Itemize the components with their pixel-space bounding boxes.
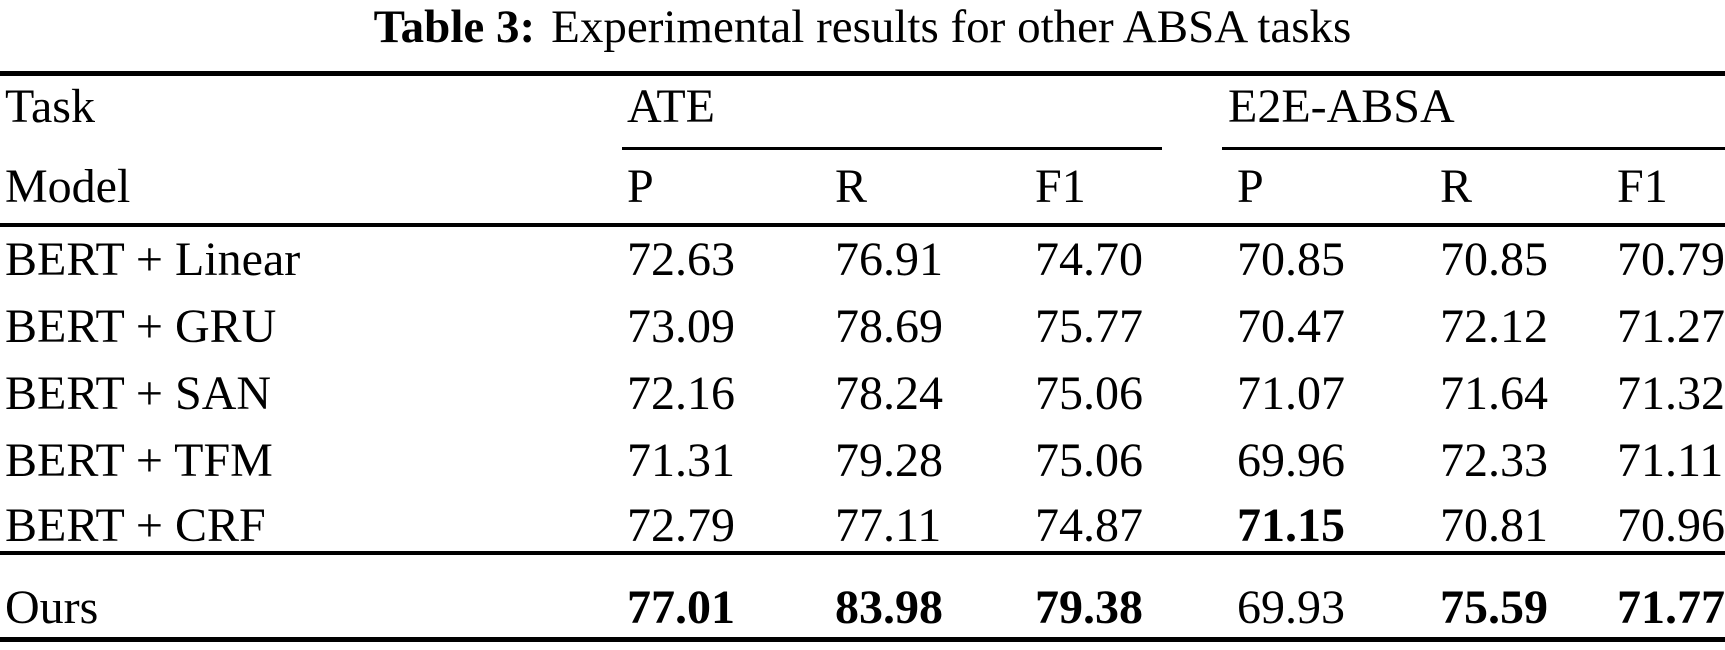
e2e-r-value: 70.81 — [1440, 499, 1548, 552]
ate-p-value: 77.01 — [627, 581, 735, 634]
ate-f1-value: 74.87 — [1035, 499, 1143, 552]
ate-f1-value: 75.77 — [1035, 300, 1143, 353]
ate-p-value: 72.16 — [627, 367, 735, 420]
model-name: BERT + SAN — [5, 367, 272, 420]
header-row-metrics: Model P R F1 P R F1 — [0, 163, 1725, 215]
ate-r-value: 83.98 — [835, 581, 943, 634]
ate-r-value: 78.24 — [835, 367, 943, 420]
e2e-p-value: 71.07 — [1237, 367, 1345, 420]
header-task: Task — [5, 80, 95, 133]
header-ate-p: P — [627, 160, 654, 213]
table-row: BERT + SAN 72.16 78.24 75.06 71.07 71.64… — [0, 370, 1725, 422]
ate-p-value: 72.63 — [627, 233, 735, 286]
ate-p-value: 73.09 — [627, 300, 735, 353]
header-e2e-f1: F1 — [1617, 160, 1668, 213]
ate-f1-value: 75.06 — [1035, 434, 1143, 487]
header-e2e-r: R — [1440, 160, 1473, 213]
table-caption: Table 3: Experimental results for other A… — [0, 4, 1725, 51]
ate-r-value: 79.28 — [835, 434, 943, 487]
ate-f1-value: 79.38 — [1035, 581, 1143, 634]
e2e-r-value: 72.33 — [1440, 434, 1548, 487]
top-rule — [0, 71, 1725, 76]
e2e-r-value: 75.59 — [1440, 581, 1548, 634]
e2e-p-value: 70.47 — [1237, 300, 1345, 353]
model-name: Ours — [5, 581, 99, 634]
ate-p-value: 71.31 — [627, 434, 735, 487]
model-name: BERT + GRU — [5, 300, 277, 353]
header-ate-f1: F1 — [1035, 160, 1086, 213]
model-name: BERT + CRF — [5, 499, 266, 552]
model-name: BERT + Linear — [5, 233, 301, 286]
e2e-r-value: 72.12 — [1440, 300, 1548, 353]
e2e-p-value: 69.96 — [1237, 434, 1345, 487]
e2e-f1-value: 71.77 — [1617, 581, 1725, 634]
header-row-groups: Task ATE E2E-ABSA — [0, 83, 1725, 135]
e2e-p-value: 70.85 — [1237, 233, 1345, 286]
ate-group-rule — [622, 147, 1162, 150]
header-model: Model — [5, 160, 131, 213]
table-row: BERT + TFM 71.31 79.28 75.06 69.96 72.33… — [0, 437, 1725, 489]
table-row: BERT + Linear 72.63 76.91 74.70 70.85 70… — [0, 236, 1725, 288]
mid-rule — [0, 551, 1725, 555]
bottom-rule — [0, 637, 1725, 642]
header-e2e-p: P — [1237, 160, 1264, 213]
header-ate-r: R — [835, 160, 868, 213]
ate-p-value: 72.79 — [627, 499, 735, 552]
e2e-f1-value: 70.96 — [1617, 499, 1725, 552]
e2e-group-rule — [1222, 147, 1725, 150]
e2e-r-value: 70.85 — [1440, 233, 1548, 286]
e2e-p-value: 71.15 — [1237, 499, 1345, 552]
header-group-ate: ATE — [627, 80, 715, 133]
table-row: BERT + GRU 73.09 78.69 75.77 70.47 72.12… — [0, 303, 1725, 355]
ate-f1-value: 75.06 — [1035, 367, 1143, 420]
model-name: BERT + TFM — [5, 434, 273, 487]
ate-f1-value: 74.70 — [1035, 233, 1143, 286]
ate-r-value: 77.11 — [835, 499, 942, 552]
table-row: BERT + CRF 72.79 77.11 74.87 71.15 70.81… — [0, 502, 1725, 554]
ate-r-value: 76.91 — [835, 233, 943, 286]
ate-r-value: 78.69 — [835, 300, 943, 353]
e2e-f1-value: 70.79 — [1617, 233, 1725, 286]
header-rule — [0, 223, 1725, 227]
ours-row: Ours 77.01 83.98 79.38 69.93 75.59 71.77 — [0, 584, 1725, 636]
e2e-p-value: 69.93 — [1237, 581, 1345, 634]
header-group-e2e-absa: E2E-ABSA — [1228, 80, 1455, 133]
e2e-f1-value: 71.32 — [1617, 367, 1725, 420]
e2e-f1-value: 71.27 — [1617, 300, 1725, 353]
table-caption-text: Experimental results for other ABSA task… — [551, 1, 1352, 53]
e2e-f1-value: 71.11 — [1617, 434, 1724, 487]
table-caption-label: Table 3: — [373, 1, 536, 53]
e2e-r-value: 71.64 — [1440, 367, 1548, 420]
